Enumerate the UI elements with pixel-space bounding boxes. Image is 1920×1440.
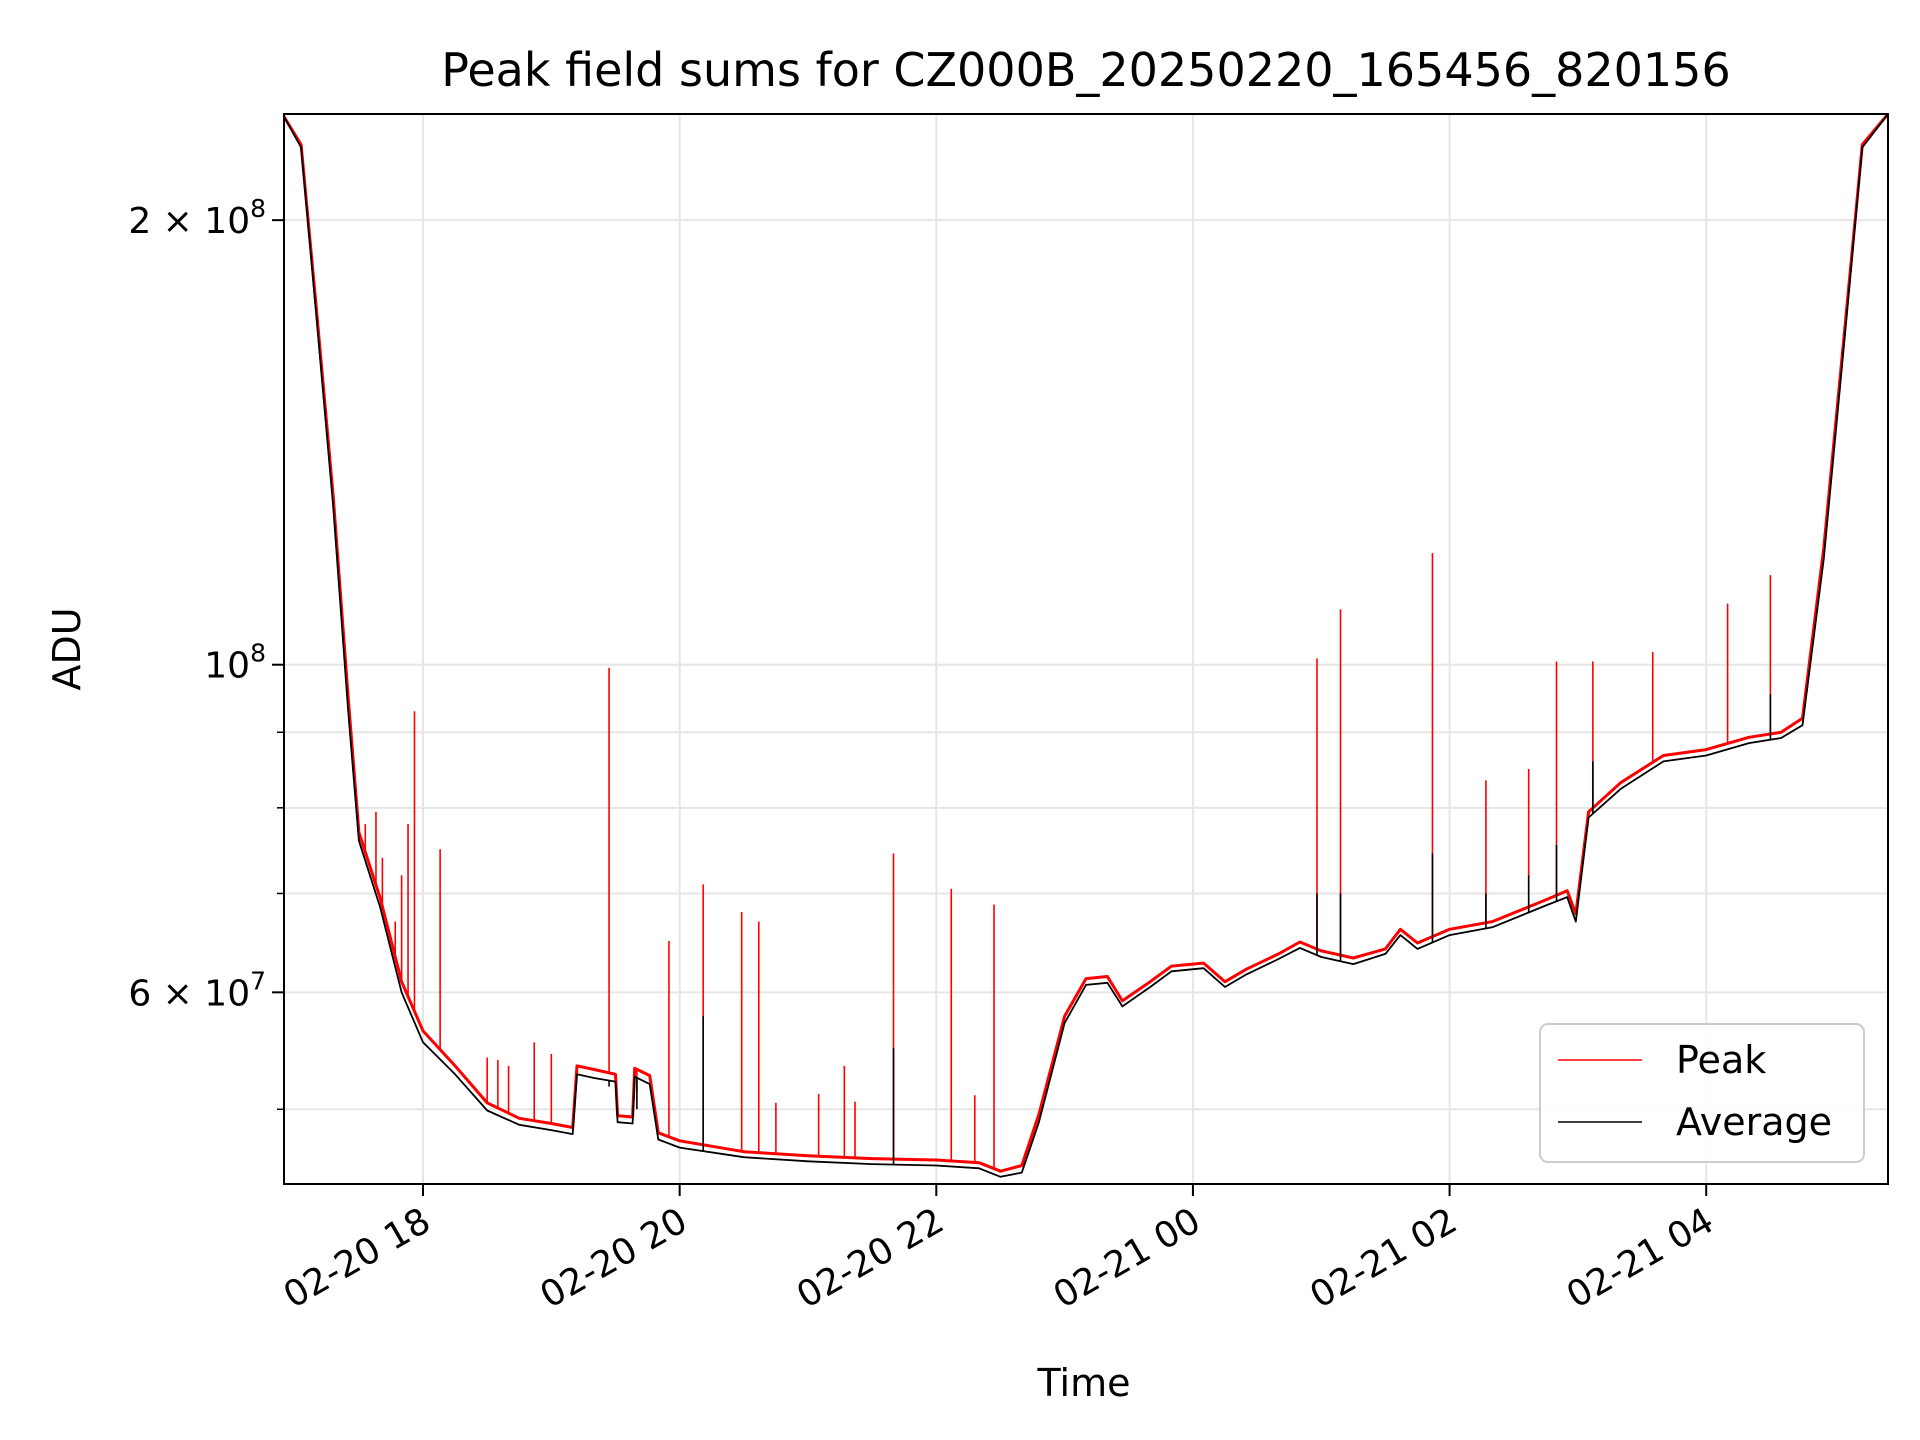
y-tick-label: 2 × 108 bbox=[128, 194, 266, 242]
average-line bbox=[284, 114, 1888, 1178]
series-lines bbox=[284, 114, 1888, 1178]
x-axis-label: Time bbox=[1037, 1361, 1131, 1405]
legend-peak-label: Peak bbox=[1676, 1038, 1766, 1082]
y-tick-label-exponent: 7 bbox=[250, 966, 266, 995]
y-tick-label-base: 10 bbox=[204, 646, 250, 687]
y-tick-label: 108 bbox=[204, 639, 266, 687]
legend: Peak Average bbox=[1539, 1023, 1865, 1163]
y-tick-label-exponent: 8 bbox=[250, 639, 266, 668]
legend-box bbox=[1539, 1023, 1865, 1163]
y-axis-label: ADU bbox=[45, 607, 89, 690]
y-tick-label-base: 2 × 10 bbox=[128, 201, 250, 242]
legend-average-label: Average bbox=[1676, 1100, 1832, 1144]
y-tick-label-base: 6 × 10 bbox=[128, 973, 250, 1014]
grid-lines bbox=[284, 114, 1888, 1184]
chart-title: Peak field sums for CZ000B_20250220_1654… bbox=[441, 43, 1730, 97]
plot-frame bbox=[283, 113, 1889, 1185]
y-tick-label-exponent: 8 bbox=[250, 194, 266, 223]
y-tick-label: 6 × 107 bbox=[128, 966, 266, 1014]
series-average bbox=[284, 114, 1888, 1178]
